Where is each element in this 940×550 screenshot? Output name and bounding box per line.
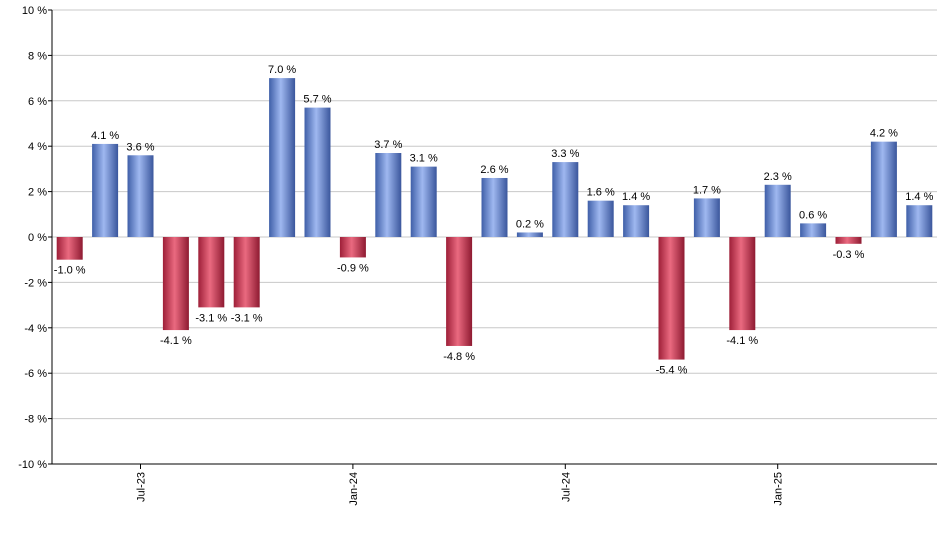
data-label: -3.1 % xyxy=(231,312,263,324)
bar xyxy=(127,155,154,237)
data-label: 3.6 % xyxy=(126,141,154,153)
bar xyxy=(587,200,614,237)
bar xyxy=(269,78,296,237)
bar xyxy=(516,232,543,237)
data-label: 3.1 % xyxy=(410,153,438,165)
bar xyxy=(375,153,402,237)
y-tick-label: -6 % xyxy=(24,368,47,380)
bar xyxy=(693,198,720,237)
bar xyxy=(410,166,437,237)
data-label: -0.3 % xyxy=(833,249,865,261)
data-label: 1.7 % xyxy=(693,184,721,196)
data-label: 0.2 % xyxy=(516,218,544,230)
bar xyxy=(92,143,119,237)
x-tick-label: Jan-25 xyxy=(773,472,785,506)
y-tick-label: -10 % xyxy=(18,459,47,471)
bar xyxy=(339,237,366,258)
y-tick-label: 4 % xyxy=(28,141,47,153)
y-tick-label: -4 % xyxy=(24,323,47,335)
y-tick-label: 6 % xyxy=(28,96,47,108)
y-tick-label: -2 % xyxy=(24,277,47,289)
data-label: 3.7 % xyxy=(374,139,402,151)
bar xyxy=(56,237,83,260)
y-tick-label: 2 % xyxy=(28,187,47,199)
bar xyxy=(658,237,685,360)
bar xyxy=(764,184,791,237)
data-label: -4.8 % xyxy=(443,351,475,363)
bar xyxy=(623,205,650,237)
bar xyxy=(800,223,827,237)
axes xyxy=(51,10,937,465)
data-label: 1.6 % xyxy=(587,187,615,199)
data-label: 1.4 % xyxy=(905,191,933,203)
data-label: 5.7 % xyxy=(303,94,331,106)
data-label: 2.3 % xyxy=(764,171,792,183)
bar xyxy=(233,237,260,308)
bar xyxy=(729,237,756,331)
data-label: 2.6 % xyxy=(480,164,508,176)
x-axis-tick-labels: Jul-23 Jan-24 Jul-24 Jan-25 xyxy=(136,464,785,506)
data-label: 0.6 % xyxy=(799,209,827,221)
data-label: 3.3 % xyxy=(551,148,579,160)
data-label: 4.2 % xyxy=(870,128,898,140)
data-label: -4.1 % xyxy=(726,335,758,347)
y-axis-tick-labels: 10 % 8 % 6 % 4 % 2 % 0 % -2 % -4 % -6 % -8 % -10 % xyxy=(18,5,47,471)
bar xyxy=(481,177,508,237)
bars xyxy=(56,78,933,360)
data-label: -0.9 % xyxy=(337,262,369,274)
y-tick-label: 0 % xyxy=(28,232,47,244)
data-label: 1.4 % xyxy=(622,191,650,203)
y-tick-label: 10 % xyxy=(22,5,47,17)
y-tick-label: 8 % xyxy=(28,50,47,62)
bar xyxy=(198,237,225,308)
data-label: -1.0 % xyxy=(54,265,86,277)
data-label: -4.1 % xyxy=(160,335,192,347)
data-label: -3.1 % xyxy=(195,312,227,324)
data-label: 4.1 % xyxy=(91,130,119,142)
bar xyxy=(906,205,933,237)
bar xyxy=(304,107,331,237)
bar xyxy=(835,237,862,244)
x-tick-label: Jan-24 xyxy=(348,472,360,506)
bar xyxy=(552,162,579,237)
data-label: 7.0 % xyxy=(268,64,296,76)
bar xyxy=(870,141,897,237)
data-labels: -1.0 %4.1 %3.6 %-4.1 %-3.1 % -3.1 %7.0 %5… xyxy=(54,64,934,376)
bar xyxy=(446,237,473,346)
y-tick-label: -8 % xyxy=(24,414,47,426)
x-tick-label: Jul-23 xyxy=(136,472,148,502)
data-label: -5.4 % xyxy=(656,365,688,377)
bar xyxy=(162,237,189,331)
x-tick-label: Jul-24 xyxy=(560,472,572,502)
